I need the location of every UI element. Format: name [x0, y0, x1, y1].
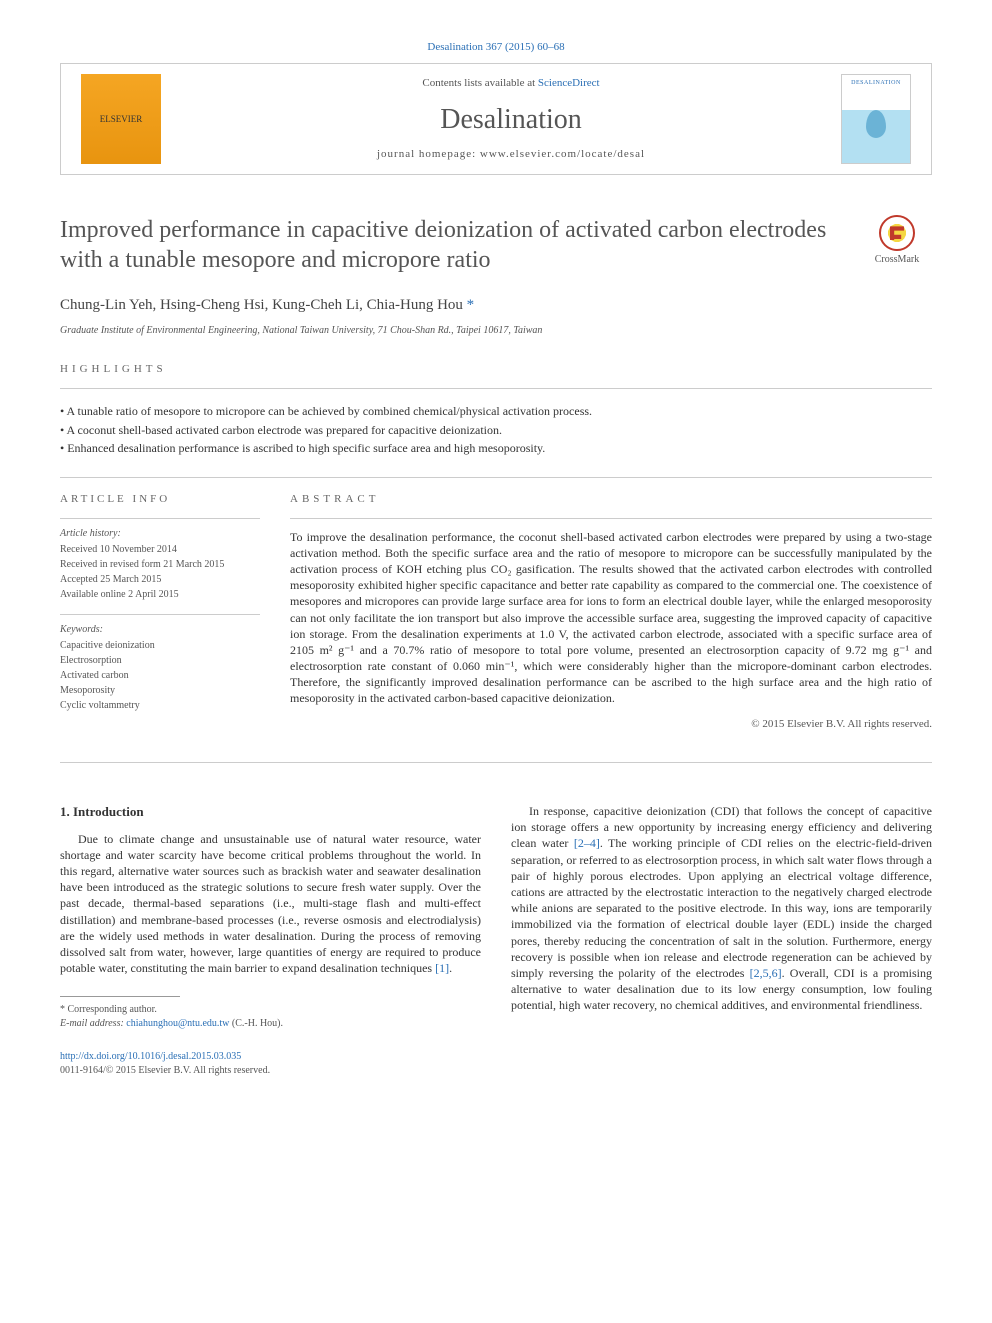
abstract-copyright: © 2015 Elsevier B.V. All rights reserved…	[290, 717, 932, 732]
keyword: Cyclic voltammetry	[60, 699, 260, 713]
footnote-divider	[60, 996, 180, 997]
history-line: Available online 2 April 2015	[60, 588, 260, 602]
title-row: Improved performance in capacitive deion…	[60, 215, 932, 275]
elsevier-label: ELSEVIER	[100, 113, 143, 126]
highlight-item: A tunable ratio of mesopore to micropore…	[60, 403, 932, 420]
body-paragraph: In response, capacitive deionization (CD…	[511, 803, 932, 1013]
journal-homepage: journal homepage: www.elsevier.com/locat…	[181, 147, 841, 162]
keyword: Activated carbon	[60, 669, 260, 683]
affiliation: Graduate Institute of Environmental Engi…	[60, 324, 932, 338]
header-center: Contents lists available at ScienceDirec…	[181, 76, 841, 162]
abstract-text: To improve the desalination performance,…	[290, 529, 932, 707]
journal-name: Desalination	[181, 100, 841, 139]
divider	[60, 388, 932, 389]
homepage-url[interactable]: www.elsevier.com/locate/desal	[480, 148, 645, 160]
citation-link[interactable]: [2–4]	[574, 836, 600, 850]
abstract-label: ABSTRACT	[290, 492, 932, 507]
homepage-prefix: journal homepage:	[377, 148, 480, 160]
body-left-column: 1. Introduction Due to climate change an…	[60, 803, 481, 1077]
history-line: Accepted 25 March 2015	[60, 573, 260, 587]
crossmark-label: CrossMark	[862, 253, 932, 267]
authors-text: Chung-Lin Yeh, Hsing-Cheng Hsi, Kung-Che…	[60, 297, 467, 313]
email-link[interactable]: chiahunghou@ntu.edu.tw	[126, 1018, 229, 1029]
keywords-label: Keywords:	[60, 623, 260, 637]
header-citation[interactable]: Desalination 367 (2015) 60–68	[60, 40, 932, 55]
divider	[60, 762, 932, 763]
history-line: Received 10 November 2014	[60, 543, 260, 557]
highlights-list: A tunable ratio of mesopore to micropore…	[60, 403, 932, 457]
page-footer: http://dx.doi.org/10.1016/j.desal.2015.0…	[60, 1050, 481, 1077]
highlight-item: Enhanced desalination performance is asc…	[60, 440, 932, 457]
article-history-label: Article history:	[60, 527, 260, 541]
history-line: Received in revised form 21 March 2015	[60, 558, 260, 572]
journal-cover-thumb: DESALINATION	[841, 74, 911, 164]
body-right-column: In response, capacitive deionization (CD…	[511, 803, 932, 1077]
article-info-column: ARTICLE INFO Article history: Received 1…	[60, 492, 260, 732]
section-heading: 1. Introduction	[60, 803, 481, 821]
divider	[60, 518, 260, 519]
citation-link[interactable]: [2,5,6]	[750, 966, 782, 980]
body-paragraph: Due to climate change and unsustainable …	[60, 831, 481, 977]
sciencedirect-link[interactable]: ScienceDirect	[538, 77, 600, 89]
keyword: Capacitive deionization	[60, 639, 260, 653]
contents-line: Contents lists available at ScienceDirec…	[181, 76, 841, 91]
body-text: . The working principle of CDI relies on…	[511, 836, 932, 980]
corresponding-marker[interactable]: *	[467, 297, 475, 313]
crossmark-icon	[879, 215, 915, 251]
info-abstract-row: ARTICLE INFO Article history: Received 1…	[60, 492, 932, 732]
divider	[60, 614, 260, 615]
elsevier-logo: ELSEVIER	[81, 74, 161, 164]
citation-link[interactable]: [1]	[435, 961, 449, 975]
crossmark-badge[interactable]: CrossMark	[862, 215, 932, 267]
article-title: Improved performance in capacitive deion…	[60, 215, 842, 275]
journal-cover-label: DESALINATION	[842, 79, 910, 87]
email-footnote: E-mail address: chiahunghou@ntu.edu.tw (…	[60, 1017, 481, 1031]
body-text: .	[449, 961, 452, 975]
highlights-label: HIGHLIGHTS	[60, 362, 932, 377]
keyword: Electrosorption	[60, 654, 260, 668]
doi-link[interactable]: http://dx.doi.org/10.1016/j.desal.2015.0…	[60, 1051, 241, 1062]
body-text: Due to climate change and unsustainable …	[60, 832, 481, 976]
journal-header: ELSEVIER Contents lists available at Sci…	[60, 63, 932, 175]
contents-prefix: Contents lists available at	[422, 77, 537, 89]
body-columns: 1. Introduction Due to climate change an…	[60, 803, 932, 1077]
corresponding-footnote: * Corresponding author.	[60, 1003, 481, 1017]
email-label: E-mail address:	[60, 1018, 126, 1029]
authors-line: Chung-Lin Yeh, Hsing-Cheng Hsi, Kung-Che…	[60, 295, 932, 316]
divider	[290, 518, 932, 519]
email-who: (C.-H. Hou).	[229, 1018, 283, 1029]
issn-copyright: 0011-9164/© 2015 Elsevier B.V. All right…	[60, 1065, 270, 1076]
keyword: Mesoporosity	[60, 684, 260, 698]
abstract-column: ABSTRACT To improve the desalination per…	[290, 492, 932, 732]
highlight-item: A coconut shell-based activated carbon e…	[60, 422, 932, 439]
article-info-label: ARTICLE INFO	[60, 492, 260, 507]
divider	[60, 477, 932, 478]
